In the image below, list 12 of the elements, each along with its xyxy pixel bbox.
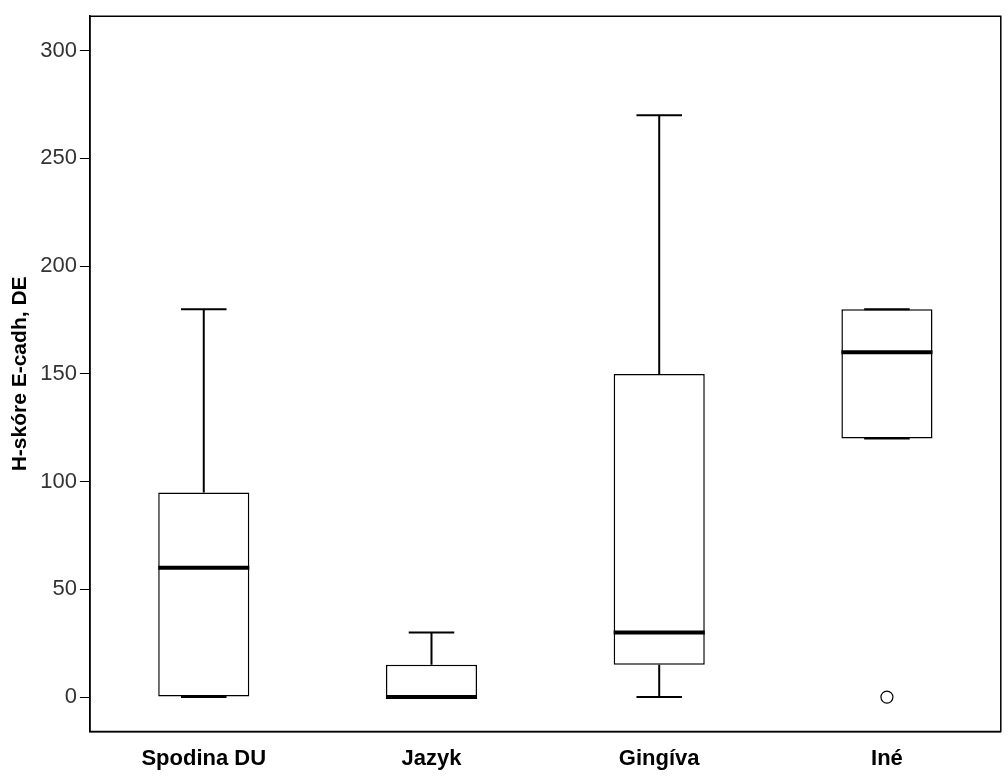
x-tick-label: Iné: [871, 744, 903, 770]
y-tick-label: 300: [40, 36, 77, 62]
y-tick-label: 100: [40, 467, 77, 493]
y-tick-label: 250: [40, 144, 77, 170]
x-tick-label: Gingíva: [618, 744, 701, 770]
y-tick-label: 0: [64, 683, 77, 709]
y-tick-label: 200: [40, 252, 77, 278]
y-axis-title: H-skóre E-cadh, DE: [7, 276, 31, 472]
y-tick-label: 150: [40, 359, 77, 385]
y-tick-label: 50: [52, 575, 77, 601]
x-tick-label: Spodina DU: [141, 744, 267, 770]
x-tick-label: Jazyk: [401, 744, 463, 770]
